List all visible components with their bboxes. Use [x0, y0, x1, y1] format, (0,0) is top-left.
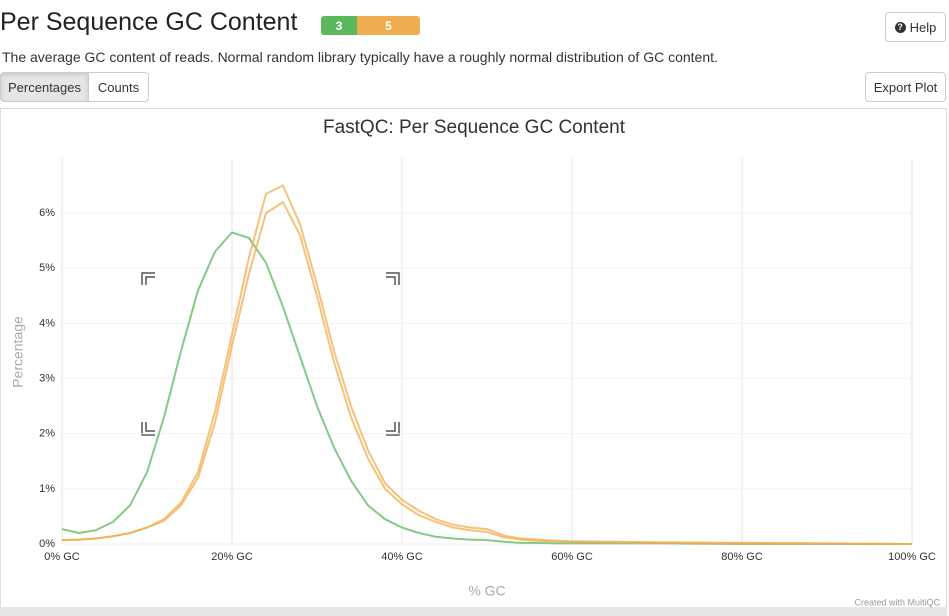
- description: The average GC content of reads. Normal …: [2, 49, 718, 65]
- credit: Created with MultiQC: [854, 597, 940, 607]
- chart-title: FastQC: Per Sequence GC Content: [323, 117, 626, 138]
- help-text: Help: [909, 19, 937, 35]
- page-title: Per Sequence GC Content: [0, 8, 298, 36]
- x-tick-label: 20% GC: [211, 551, 253, 563]
- x-tick-label: 100% GC: [888, 551, 936, 563]
- y-tick-label: 4%: [39, 317, 55, 329]
- x-tick-label: 0% GC: [44, 551, 80, 563]
- y-tick-label: 3%: [39, 372, 55, 384]
- x-tick-label: 40% GC: [381, 551, 423, 563]
- help-button[interactable]: ? Help: [885, 12, 946, 42]
- x-axis-label: % GC: [468, 583, 505, 599]
- warn-badge: 5: [357, 16, 420, 35]
- pass-badge: 3: [321, 16, 357, 35]
- series-line: [61, 231, 912, 545]
- y-tick-label: 6%: [39, 207, 55, 219]
- x-tick-label: 80% GC: [721, 551, 763, 563]
- y-tick-label: 5%: [39, 262, 55, 274]
- series-line: [61, 201, 913, 545]
- y-axis-label: Percentage: [10, 316, 26, 388]
- percentages-button[interactable]: Percentages: [0, 72, 89, 102]
- status-badges: 3 5: [321, 16, 420, 35]
- export-button[interactable]: Export Plot: [865, 72, 946, 102]
- zoom-brackets: [141, 272, 400, 436]
- y-tick-label: 2%: [39, 428, 55, 440]
- y-tick-label: 1%: [39, 483, 55, 495]
- counts-button[interactable]: Counts: [88, 72, 149, 102]
- help-icon: ?: [894, 21, 906, 33]
- resize-handle: [0, 607, 947, 616]
- y-tick-label: 0%: [39, 538, 55, 550]
- x-tick-label: 60% GC: [551, 551, 593, 563]
